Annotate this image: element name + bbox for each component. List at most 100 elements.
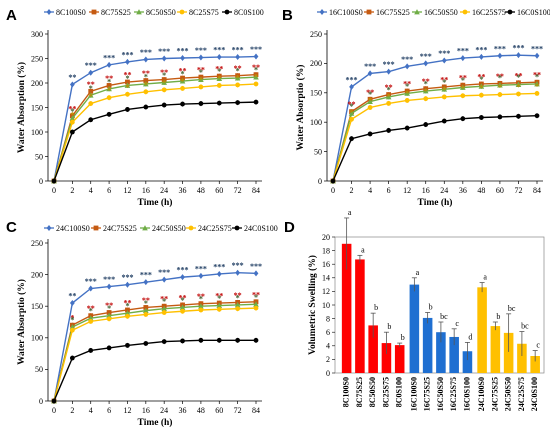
data-point (386, 100, 392, 106)
significance-label: *** (232, 261, 244, 270)
data-point (441, 86, 448, 92)
y-tick-label: 0 (39, 177, 43, 186)
x-tick-label: 36 (459, 186, 467, 195)
significance-label: *** (512, 44, 524, 53)
significance-letter: a (483, 273, 487, 282)
data-point (69, 327, 75, 333)
data-point (88, 69, 94, 76)
data-point (497, 52, 503, 59)
data-point (478, 83, 485, 89)
x-tick-label: 16C50S50 (436, 377, 445, 411)
data-point (367, 131, 373, 137)
significance-letter: a (416, 268, 420, 277)
legend-marker (319, 9, 325, 15)
significance-label: ** (252, 63, 260, 72)
data-point (478, 53, 484, 60)
data-point (460, 84, 466, 90)
data-point (143, 312, 149, 317)
significance-label: *** (438, 49, 450, 58)
significance-label: * (461, 84, 465, 93)
data-point (534, 113, 540, 119)
data-point (161, 276, 167, 283)
data-point (423, 122, 429, 127)
x-tick-label: 24C50S50 (504, 377, 513, 411)
data-point (198, 307, 204, 313)
significance-label: * (535, 72, 539, 81)
data-point (125, 58, 130, 65)
significance-label: * (70, 314, 74, 323)
data-point (106, 85, 112, 92)
data-point (367, 105, 373, 110)
y-tick-label: 16 (322, 260, 330, 269)
significance-letter: a (348, 208, 352, 217)
data-point (330, 178, 336, 184)
significance-label: ** (68, 104, 76, 113)
legend-entry: 16C0S100 (517, 8, 550, 17)
x-tick-label: 24 (160, 186, 168, 195)
significance-label: * (125, 83, 129, 92)
significance-label: *** (158, 47, 170, 56)
x-tick-label: 60 (215, 406, 223, 415)
y-tick-label: 6 (326, 328, 330, 337)
significance-label: * (199, 75, 203, 84)
data-point (404, 90, 410, 96)
significance-label: * (368, 96, 372, 105)
significance-label: *** (401, 55, 413, 64)
data-point (253, 53, 259, 60)
bar-16C0S100: d 16C0S100 (462, 332, 472, 411)
significance-label: ** (234, 291, 242, 300)
significance-label: *** (346, 75, 358, 84)
legend-marker (507, 9, 513, 15)
x-tick-label: 60 (215, 186, 223, 195)
significance-label: * (387, 92, 391, 101)
significance-label: ** (105, 74, 113, 83)
significance-label: * (405, 89, 409, 98)
data-point (216, 302, 223, 308)
data-point (423, 96, 429, 102)
legend-marker (366, 9, 372, 15)
legend-marker (91, 9, 97, 15)
data-point (216, 337, 222, 343)
series-line (332, 54, 538, 182)
significance-label: ** (87, 80, 95, 89)
y-tick-label: 150 (31, 302, 43, 311)
significance-label: * (350, 108, 354, 117)
bar-24C50S50: bc 24C50S50 (504, 304, 516, 411)
legend-marker (224, 9, 230, 15)
bar-8C100S0: a 8C100S0 (342, 208, 352, 407)
legend-marker (93, 225, 99, 231)
significance-label: *** (121, 273, 133, 282)
y-tick-label: 300 (31, 30, 43, 39)
significance-label: ** (385, 83, 393, 92)
bar-24C25S75: bc 24C25S75 (517, 322, 529, 412)
data-point (478, 115, 484, 120)
bar (517, 343, 527, 373)
data-point (216, 54, 222, 61)
significance-label: * (89, 307, 93, 316)
significance-label: * (70, 316, 74, 325)
significance-label: ** (234, 64, 242, 73)
significance-label: * (254, 72, 258, 81)
data-point (534, 90, 540, 96)
significance-label: * (89, 92, 93, 101)
series-line (53, 55, 257, 182)
significance-label: *** (364, 62, 376, 71)
legend-marker (179, 9, 185, 15)
significance-label: * (516, 82, 520, 91)
bar (462, 351, 473, 373)
data-point (106, 316, 112, 322)
significance-label: ** (105, 301, 113, 310)
data-point (69, 119, 75, 125)
x-tick-label: 8C0S100 (395, 377, 404, 407)
data-point (253, 305, 259, 311)
bar (355, 259, 365, 373)
data-point (367, 98, 373, 105)
y-tick-label: 100 (31, 334, 43, 343)
data-point (367, 70, 373, 77)
data-point (125, 342, 130, 348)
legend-marker (46, 225, 52, 231)
bar-16C100S0: a 16C100S0 (409, 268, 419, 411)
significance-label: ** (179, 293, 187, 302)
y-tick-label: 4 (326, 342, 330, 351)
data-point (125, 79, 130, 85)
